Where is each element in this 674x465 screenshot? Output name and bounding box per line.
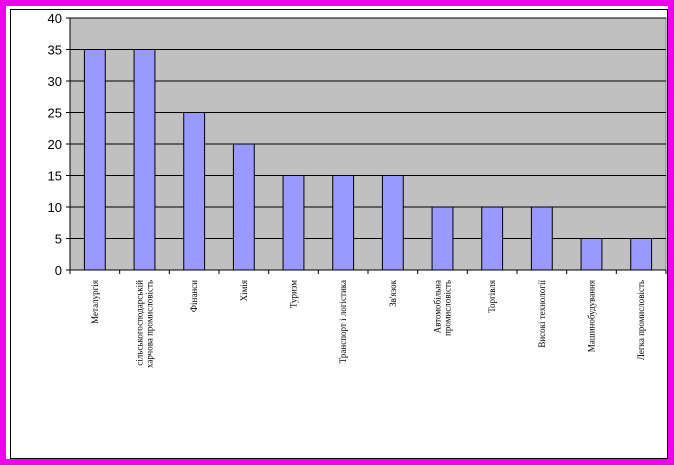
gridlines (70, 17, 666, 239)
x-tick-label: Хімія (239, 280, 249, 301)
x-tick-label: Туризм (289, 280, 299, 308)
bar (282, 175, 305, 271)
y-tick-label: 20 (48, 137, 62, 152)
x-tick-label: Зв'язок (388, 279, 398, 307)
y-tick-label: 40 (48, 11, 62, 26)
x-tick-label: Торгівля (487, 280, 497, 313)
y-tick-label: 25 (48, 106, 62, 121)
x-tick-label: Легка промисловість (636, 280, 646, 360)
x-tick-label: Машинобудування (587, 280, 597, 352)
x-tick-label: Фінанси (189, 280, 199, 312)
bar (381, 175, 404, 271)
bar (232, 143, 255, 271)
y-tick-label: 15 (48, 169, 62, 184)
bar (83, 49, 106, 271)
bar (481, 206, 504, 271)
bar (133, 49, 156, 271)
bar (580, 238, 603, 271)
y-tick-label: 35 (48, 43, 62, 58)
y-axis-tick-labels: 0 5 10 15 20 25 30 35 40 (48, 11, 70, 278)
x-tick-label: Автомобільнапромисловість (433, 280, 453, 336)
y-tick-label: 10 (48, 200, 62, 215)
x-axis-tick-labels: Металургія сільськогосподарськійхарчова п… (69, 270, 667, 368)
y-tick-label: 30 (48, 74, 62, 89)
x-tick-label: сільськогосподарськійхарчова промисловіс… (135, 280, 155, 368)
bar (183, 112, 206, 271)
bar (332, 175, 355, 271)
bar (630, 238, 653, 271)
bar (431, 206, 454, 271)
y-tick-label: 0 (55, 263, 62, 278)
bar (530, 206, 553, 271)
x-tick-label: Високі технології (537, 280, 547, 348)
x-tick-label: Металургія (90, 280, 100, 324)
y-tick-label: 5 (55, 232, 62, 247)
x-tick-label: Транспорт і логістика (338, 280, 348, 363)
